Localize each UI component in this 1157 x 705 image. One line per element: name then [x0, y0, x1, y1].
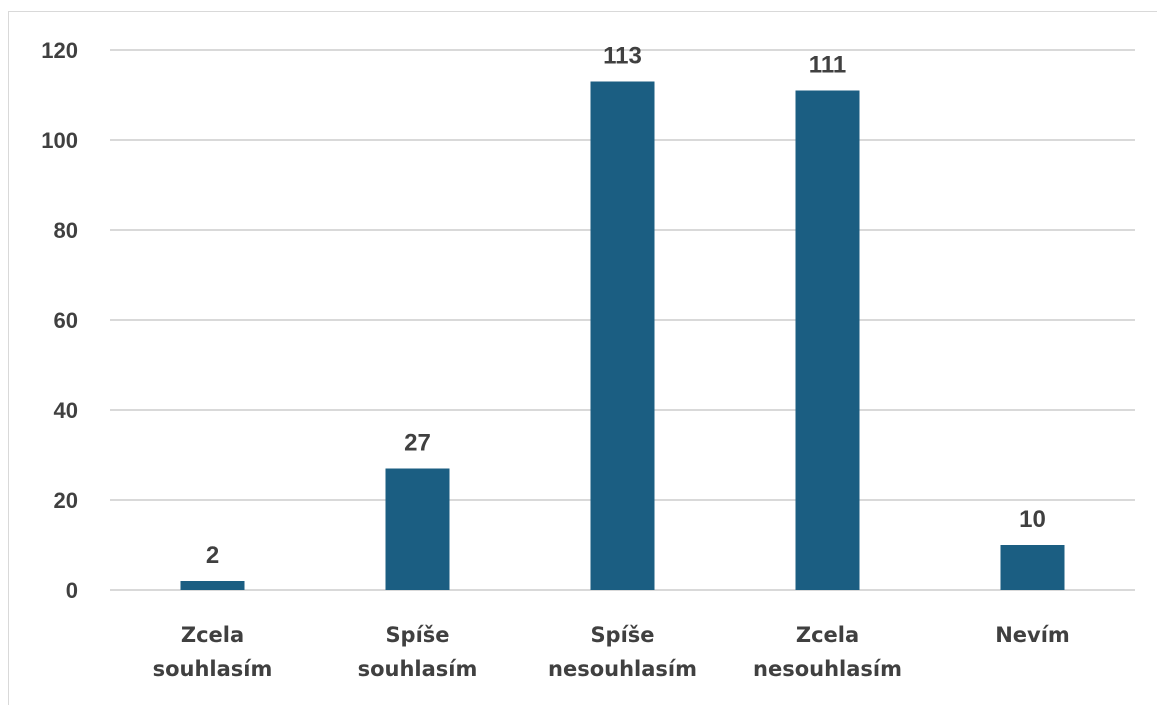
x-category-label: Spíše [385, 623, 449, 647]
bars [180, 81, 1065, 590]
x-category-label: souhlasím [153, 657, 273, 681]
x-category-label: nesouhlasím [753, 657, 902, 681]
x-axis-category-labels: Zcela souhlasím Spíše souhlasím Spíše nesouhl… [153, 623, 1070, 681]
y-tick-label: 60 [54, 308, 78, 333]
data-label: 10 [1019, 506, 1046, 533]
bar [1000, 545, 1065, 590]
x-category-label: nesouhlasím [548, 657, 697, 681]
y-axis-tick-labels: 0 20 40 60 80 100 120 [41, 38, 78, 603]
x-category-label: Spíše [590, 623, 654, 647]
bar [795, 90, 860, 590]
x-category-label: souhlasím [358, 657, 478, 681]
bar [180, 581, 245, 590]
y-tick-label: 40 [54, 398, 78, 423]
data-labels: 2 27 113 111 10 [206, 43, 1046, 570]
data-label: 111 [809, 52, 846, 79]
data-label: 27 [404, 430, 431, 457]
y-tick-label: 100 [41, 128, 78, 153]
bar [385, 468, 450, 590]
bar [590, 81, 655, 590]
y-tick-label: 20 [54, 488, 78, 513]
y-tick-label: 80 [54, 218, 78, 243]
y-tick-label: 120 [41, 38, 78, 63]
data-label: 2 [206, 542, 219, 569]
data-label: 113 [603, 43, 642, 70]
x-category-label: Zcela [181, 623, 244, 647]
x-category-label: Nevím [995, 623, 1070, 647]
x-category-label: Zcela [796, 623, 859, 647]
y-tick-label: 0 [66, 578, 78, 603]
